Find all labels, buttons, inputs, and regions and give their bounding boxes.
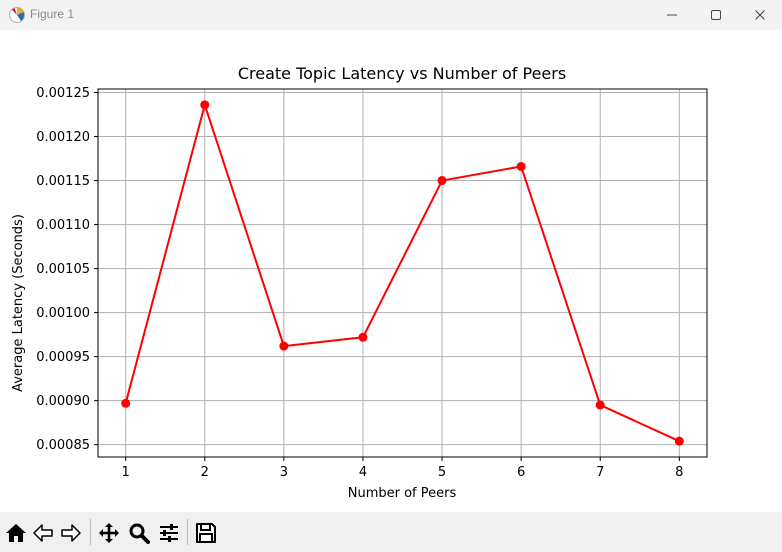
y-tick-label: 0.00090	[36, 394, 90, 409]
y-axis-label: Average Latency (Seconds)	[11, 214, 26, 392]
zoom-button[interactable]	[126, 520, 152, 546]
close-button[interactable]	[738, 0, 782, 30]
y-tick-label: 0.00100	[36, 306, 90, 321]
toolbar-separator	[90, 519, 91, 545]
toolbar-separator	[187, 519, 188, 545]
data-point	[358, 332, 368, 342]
y-tick-label: 0.00105	[36, 262, 90, 277]
y-tick-label: 0.00085	[36, 438, 90, 453]
data-point	[674, 436, 684, 446]
zoom-icon	[129, 523, 150, 544]
window-title: Figure 1	[30, 7, 75, 21]
matplotlib-app-icon	[9, 7, 25, 23]
x-tick-label: 4	[359, 465, 367, 480]
line-chart: 1 2 3 4 5 6 7 8 0.00085 0.00090 0.00095 0.00100 0.00…	[11, 64, 708, 501]
navigation-toolbar	[0, 512, 782, 552]
minimize-icon	[667, 14, 677, 16]
pan-icon	[99, 523, 119, 543]
grid	[98, 89, 707, 457]
configure-subplots-icon	[160, 524, 178, 542]
window-titlebar: Figure 1	[0, 0, 782, 30]
y-tick-label: 0.00095	[36, 350, 90, 365]
maximize-icon	[711, 10, 721, 20]
y-tick-label: 0.00125	[36, 86, 90, 101]
ticks: 1 2 3 4 5 6 7 8 0.00085 0.00090 0.00095 0.00100 0.00…	[36, 86, 683, 480]
data-point	[516, 161, 526, 171]
data-point	[595, 400, 605, 410]
minimize-button[interactable]	[650, 0, 694, 30]
back-button[interactable]	[30, 520, 56, 546]
maximize-button[interactable]	[694, 0, 738, 30]
close-icon	[755, 10, 765, 20]
save-icon	[196, 523, 216, 543]
home-icon	[6, 524, 26, 542]
x-tick-label: 5	[438, 465, 446, 480]
chart-title: Create Topic Latency vs Number of Peers	[238, 64, 566, 83]
configure-subplots-button[interactable]	[156, 520, 182, 546]
back-icon	[33, 524, 53, 542]
y-tick-label: 0.00115	[36, 174, 90, 189]
series-layer	[121, 100, 684, 446]
series-line	[124, 103, 680, 443]
x-tick-label: 1	[122, 465, 130, 480]
y-tick-label: 0.00110	[36, 218, 90, 233]
x-tick-label: 2	[201, 465, 209, 480]
x-tick-label: 6	[517, 465, 525, 480]
x-tick-label: 3	[280, 465, 288, 480]
x-axis-label: Number of Peers	[348, 486, 457, 501]
x-tick-label: 7	[596, 465, 604, 480]
y-tick-label: 0.00120	[36, 130, 90, 145]
data-point	[437, 176, 447, 186]
forward-icon	[61, 524, 81, 542]
data-point	[279, 341, 289, 351]
data-point	[200, 100, 210, 110]
pan-button[interactable]	[96, 520, 122, 546]
x-tick-label: 8	[675, 465, 683, 480]
figure-canvas: 1 2 3 4 5 6 7 8 0.00085 0.00090 0.00095 0.00100 0.00…	[0, 30, 782, 512]
save-button[interactable]	[193, 520, 219, 546]
axes-frame	[97, 88, 708, 458]
data-point	[121, 398, 131, 408]
forward-button[interactable]	[58, 520, 84, 546]
home-button[interactable]	[3, 520, 29, 546]
